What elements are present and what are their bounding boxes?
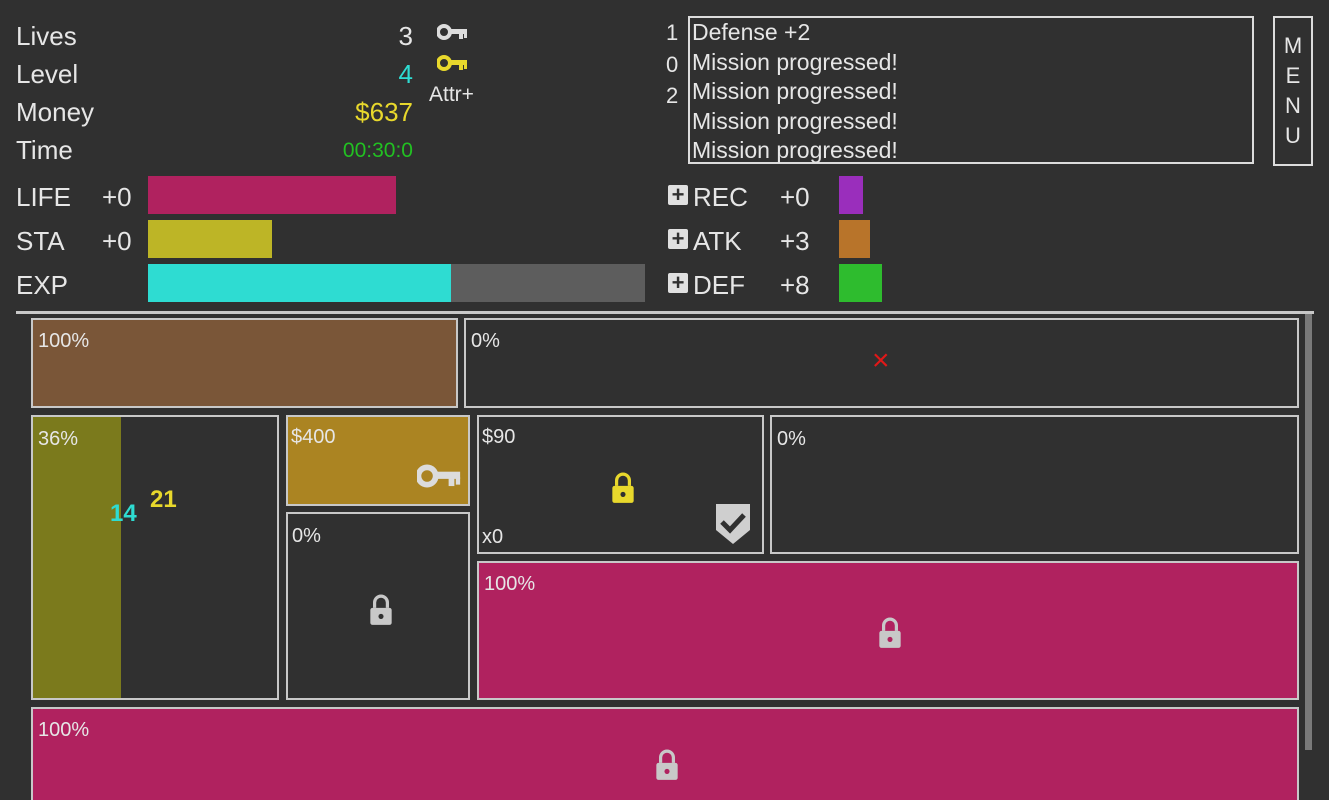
rec-label: REC: [693, 182, 748, 212]
cell-percent: 0%: [471, 330, 500, 352]
progress-fill: [33, 417, 121, 698]
log-counter: 0: [666, 52, 679, 77]
cell-count: x0: [482, 526, 504, 548]
money-value: $637: [355, 97, 413, 127]
def-label: DEF: [693, 270, 745, 300]
task-cell[interactable]: 100%: [477, 561, 1299, 700]
money-label: Money: [16, 97, 95, 127]
exp-bar-fill: [148, 264, 452, 302]
menu-letter: U: [1285, 123, 1301, 148]
task-cell[interactable]: 0%: [770, 415, 1299, 554]
life-bar-fill: [148, 176, 396, 214]
cell-percent: 100%: [38, 719, 90, 741]
plus-box-icon[interactable]: +: [668, 184, 688, 206]
time-value: 00:30:0: [342, 139, 413, 162]
menu-letter: N: [1285, 93, 1301, 118]
lock-icon: [370, 594, 392, 625]
log-line: Mission progressed!: [692, 48, 898, 75]
scrollbar[interactable]: [1305, 314, 1312, 750]
menu-letter: M: [1283, 33, 1303, 58]
level-label: Level: [16, 59, 79, 89]
menu-letter: E: [1285, 63, 1301, 88]
key-icon: [437, 24, 467, 40]
exp-bar: [148, 264, 645, 302]
sta-label: STA: [16, 226, 65, 256]
divider: [16, 311, 1314, 314]
rec-bar: [839, 176, 863, 214]
cell-price: $90: [482, 426, 516, 448]
log-counter: 1: [666, 20, 679, 45]
life-bar: [148, 176, 396, 214]
cell-price: $400: [291, 426, 336, 448]
cell-percent: 0%: [777, 428, 806, 450]
life-plus: +0: [102, 182, 132, 212]
key-icon: [437, 55, 467, 71]
shield-check-icon[interactable]: [714, 502, 752, 546]
lock-icon: [879, 617, 901, 648]
def-bar: [839, 264, 882, 302]
task-cell[interactable]: 100%: [31, 707, 1299, 800]
menu-button[interactable]: M E N U: [1273, 16, 1313, 166]
lives-label: Lives: [16, 21, 77, 51]
task-cell[interactable]: 36% 14 21: [31, 415, 279, 700]
plus-box-icon[interactable]: +: [668, 272, 688, 294]
exp-label: EXP: [16, 270, 69, 300]
rec-value: +0: [780, 182, 810, 212]
shop-cell[interactable]: $400: [286, 415, 470, 506]
log-line: Mission progressed!: [692, 78, 898, 104]
close-icon: ×: [872, 344, 890, 377]
task-cell[interactable]: 0%: [286, 512, 470, 700]
level-value: 4: [398, 59, 413, 89]
log-line: Mission progressed!: [692, 107, 898, 134]
log-line: Mission progressed!: [692, 137, 898, 163]
shop-cell[interactable]: $90 x0: [477, 415, 764, 554]
task-cell[interactable]: 0% ×: [464, 318, 1299, 408]
enemy-count: 14: [110, 500, 137, 527]
enemy-power: 21: [150, 486, 177, 513]
def-value: +8: [780, 270, 810, 300]
cell-percent: 36%: [38, 428, 79, 450]
message-log[interactable]: Defense +2 Mission progressed! Mission p…: [688, 16, 1254, 164]
time-label: Time: [16, 135, 73, 165]
cell-percent: 0%: [292, 525, 321, 547]
lives-value: 3: [398, 21, 413, 51]
atk-label: ATK: [693, 226, 742, 256]
sta-bar: [148, 220, 272, 258]
cell-percent: 100%: [38, 330, 90, 352]
life-label: LIFE: [16, 182, 71, 212]
lock-icon: [656, 749, 678, 780]
lock-icon: [612, 472, 634, 503]
sta-plus: +0: [102, 226, 132, 256]
atk-bar: [839, 220, 870, 258]
cell-percent: 100%: [484, 573, 536, 595]
task-cell[interactable]: 100%: [31, 318, 458, 408]
attr-plus-button[interactable]: Attr+: [429, 83, 474, 106]
log-counter: 2: [666, 83, 679, 108]
atk-value: +3: [780, 226, 810, 256]
sta-bar-fill: [148, 220, 272, 258]
key-icon: [417, 464, 461, 488]
plus-box-icon[interactable]: +: [668, 228, 688, 250]
log-line: Defense +2: [692, 19, 811, 45]
